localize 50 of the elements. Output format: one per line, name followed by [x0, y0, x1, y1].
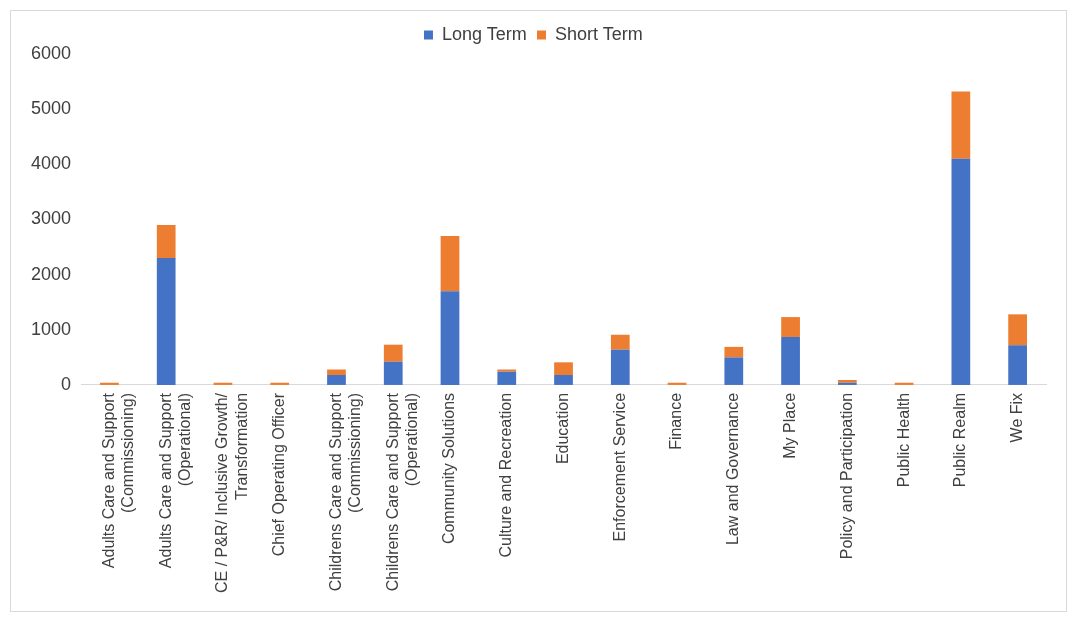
x-tick-label: Enforcement Service [610, 392, 628, 542]
y-tick-label: 6000 [31, 42, 72, 63]
y-tick-label: 5000 [31, 98, 72, 119]
x-tick-label: Public Realm [951, 392, 969, 488]
x-tick-label: Culture and Recreation [497, 392, 515, 558]
bar [951, 158, 971, 385]
bar [554, 375, 573, 385]
x-tick-label: We Fix [1008, 392, 1026, 443]
bar [1008, 314, 1027, 346]
y-tick-label: 1000 [31, 318, 72, 339]
bar [383, 344, 403, 362]
bar [327, 375, 346, 385]
bar [554, 362, 573, 376]
bar [1008, 345, 1027, 385]
x-tick-label: Finance [667, 392, 685, 450]
x-tick-label: Community Solutions [440, 392, 458, 545]
x-tick-label: Childrens Care and Support (Operational) [383, 392, 420, 592]
bar [497, 369, 517, 372]
bar [781, 336, 800, 385]
bar [610, 334, 630, 350]
bar [610, 349, 630, 385]
y-tick-label: 2000 [31, 263, 72, 284]
x-tick-label: Adults Care and Support (Operational) [156, 392, 193, 569]
legend-label: Short Term [555, 23, 643, 44]
x-tick-label: CE / P&R/ Inclusive Growth/ Transformation [213, 392, 250, 593]
bar [497, 371, 517, 385]
x-tick-label: My Place [780, 392, 798, 459]
y-tick-label: 0 [61, 373, 72, 394]
bar [440, 291, 460, 385]
bar [724, 346, 744, 358]
x-tick-label: Chief Operating Officer [270, 392, 288, 557]
legend-label: Long Term [441, 23, 527, 44]
bar [100, 382, 119, 385]
x-tick-label: Adults Care and Support (Commissioning) [99, 392, 137, 569]
bar [383, 361, 403, 385]
bar [724, 357, 744, 385]
bar [270, 382, 290, 385]
bar [156, 224, 176, 259]
bar [156, 258, 176, 385]
y-tick-label: 4000 [31, 153, 72, 174]
bar [327, 369, 346, 376]
x-tick-label: Policy and Participation [837, 392, 855, 560]
bar [951, 91, 971, 159]
x-tick-label: Childrens Care and Support (Commissioning) [326, 392, 364, 592]
bar [781, 317, 800, 337]
bar [440, 236, 460, 292]
x-tick-label: Education [553, 392, 571, 465]
x-tick-label: Law and Governance [724, 392, 742, 546]
y-tick-label: 3000 [31, 208, 72, 229]
x-tick-label: Public Health [894, 392, 912, 488]
